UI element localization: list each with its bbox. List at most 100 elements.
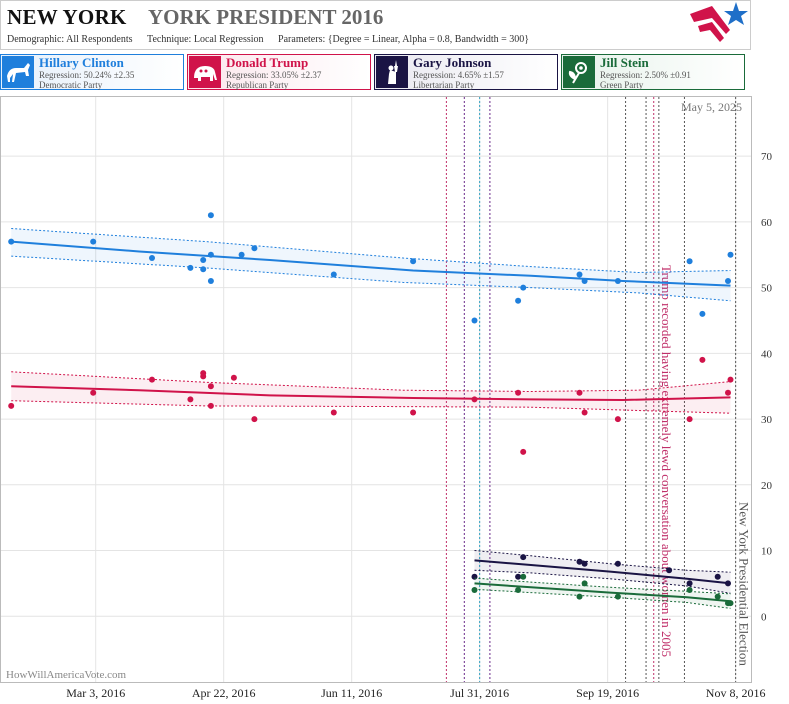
data-point xyxy=(207,383,214,390)
data-point xyxy=(666,567,673,574)
y-tick-label: 0 xyxy=(761,611,767,623)
data-point xyxy=(714,593,721,600)
candidate-party: Democratic Party xyxy=(39,80,103,90)
parameters-line: Demographic: All Respondents Technique: … xyxy=(7,34,529,45)
y-tick-label: 70 xyxy=(761,151,773,163)
demographic-label: Demographic: xyxy=(7,34,65,45)
demographic-value: All Respondents xyxy=(66,34,133,45)
data-point xyxy=(207,278,214,284)
data-point xyxy=(725,580,731,587)
data-point xyxy=(520,448,527,455)
ci-upper-line xyxy=(474,577,731,595)
axis-labels: 0 10 20 30 40 50 60 70 Mar 3, 2016 Apr 22, 2016 Ju… xyxy=(66,151,772,700)
series-jill-stein xyxy=(471,573,734,609)
data-point xyxy=(515,389,522,396)
candidate-regression: Regression: 4.65% ±1.57 xyxy=(413,70,504,80)
confidence-band xyxy=(11,371,731,414)
parameters-value: {Degree = Linear, Alpha = 0.8, Bandwidth… xyxy=(327,34,530,45)
data-point xyxy=(614,593,621,600)
liberty-icon xyxy=(376,56,408,88)
event-annotation: Trump recorded having extremely lewd con… xyxy=(659,265,674,657)
data-point xyxy=(8,402,15,409)
legend-clinton: Hillary Clinton Regression: 50.24% ±2.35… xyxy=(0,54,184,90)
data-point xyxy=(581,560,588,567)
date-label: May 5, 2025 xyxy=(681,100,742,114)
data-point xyxy=(90,238,97,245)
data-point xyxy=(471,317,478,324)
y-tick-label: 10 xyxy=(761,546,773,558)
data-point xyxy=(207,251,214,258)
data-point xyxy=(251,416,258,423)
data-point xyxy=(614,560,621,567)
x-tick-label: Nov 8, 2016 xyxy=(706,686,766,700)
data-point xyxy=(725,278,731,284)
candidate-regression: Regression: 50.24% ±2.35 xyxy=(39,70,135,80)
data-point xyxy=(699,356,706,363)
x-tick-label: Mar 3, 2016 xyxy=(66,686,125,700)
state-title: NEW YORK xyxy=(7,5,127,29)
data-point xyxy=(230,374,237,381)
watermark: HowWillAmericaVote.com xyxy=(6,669,126,681)
data-point xyxy=(207,212,214,219)
data-point xyxy=(727,251,734,258)
data-point xyxy=(200,373,207,380)
candidate-name: Hillary Clinton xyxy=(39,55,124,70)
data-point xyxy=(576,389,583,396)
data-point xyxy=(686,258,693,265)
data-point xyxy=(614,278,621,284)
data-point xyxy=(614,416,621,423)
data-point xyxy=(520,573,527,580)
x-tick-label: Sep 19, 2016 xyxy=(576,686,639,700)
regression-line xyxy=(11,240,731,287)
data-point xyxy=(699,310,706,317)
technique-label: Technique: xyxy=(147,34,192,45)
candidate-legend: Hillary Clinton Regression: 50.24% ±2.35… xyxy=(0,54,751,92)
data-point xyxy=(576,271,583,278)
data-point xyxy=(581,580,588,587)
data-point xyxy=(520,554,527,561)
x-tick-label: Jul 31, 2016 xyxy=(450,686,509,700)
series-gary-johnson xyxy=(471,550,731,594)
data-point xyxy=(727,600,734,607)
event-annotation: New York Presidential Election xyxy=(737,502,752,666)
data-point xyxy=(515,573,522,580)
plot-frame xyxy=(0,96,752,683)
y-tick-label: 50 xyxy=(761,283,773,295)
data-point xyxy=(149,376,155,383)
series-hillary-clinton xyxy=(8,212,734,324)
data-point xyxy=(149,255,155,261)
legend-trump: Donald Trump Regression: 33.05% ±2.37 Re… xyxy=(187,54,371,90)
data-point xyxy=(471,396,478,403)
candidate-party: Republican Party xyxy=(226,80,289,90)
candidate-name: Jill Stein xyxy=(600,55,649,70)
data-point xyxy=(576,558,583,565)
data-point xyxy=(238,251,245,258)
data-point xyxy=(471,587,478,593)
data-point xyxy=(200,257,207,263)
ci-lower-line xyxy=(474,588,731,609)
y-tick-label: 40 xyxy=(761,348,773,360)
flower-icon xyxy=(563,56,595,88)
legend-stein: Jill Stein Regression: 2.50% ±0.91 Green… xyxy=(561,54,745,90)
candidate-name: Gary Johnson xyxy=(413,55,492,70)
parameters-label: Parameters: xyxy=(278,34,326,45)
donkey-icon xyxy=(2,56,34,88)
data-point xyxy=(200,266,207,273)
x-tick-label: Apr 22, 2016 xyxy=(192,686,256,700)
x-tick-label: Jun 11, 2016 xyxy=(321,686,382,700)
chart-header: NEW YORK YORK PRESIDENT 2016 Demographic… xyxy=(0,0,751,50)
series-layer xyxy=(8,212,734,609)
data-point xyxy=(187,396,194,403)
regression-line xyxy=(474,559,731,585)
data-point xyxy=(686,416,693,423)
data-point xyxy=(581,409,588,416)
race-title: YORK PRESIDENT 2016 xyxy=(148,5,384,29)
data-point xyxy=(515,297,522,304)
ci-lower-line xyxy=(474,569,731,594)
legend-johnson: Gary Johnson Regression: 4.65% ±1.57 Lib… xyxy=(374,54,558,90)
data-point xyxy=(410,409,417,416)
regression-line xyxy=(474,582,731,603)
event-lines: Trump recorded having extremely lewd con… xyxy=(445,97,752,682)
ci-lower-line xyxy=(11,255,731,302)
